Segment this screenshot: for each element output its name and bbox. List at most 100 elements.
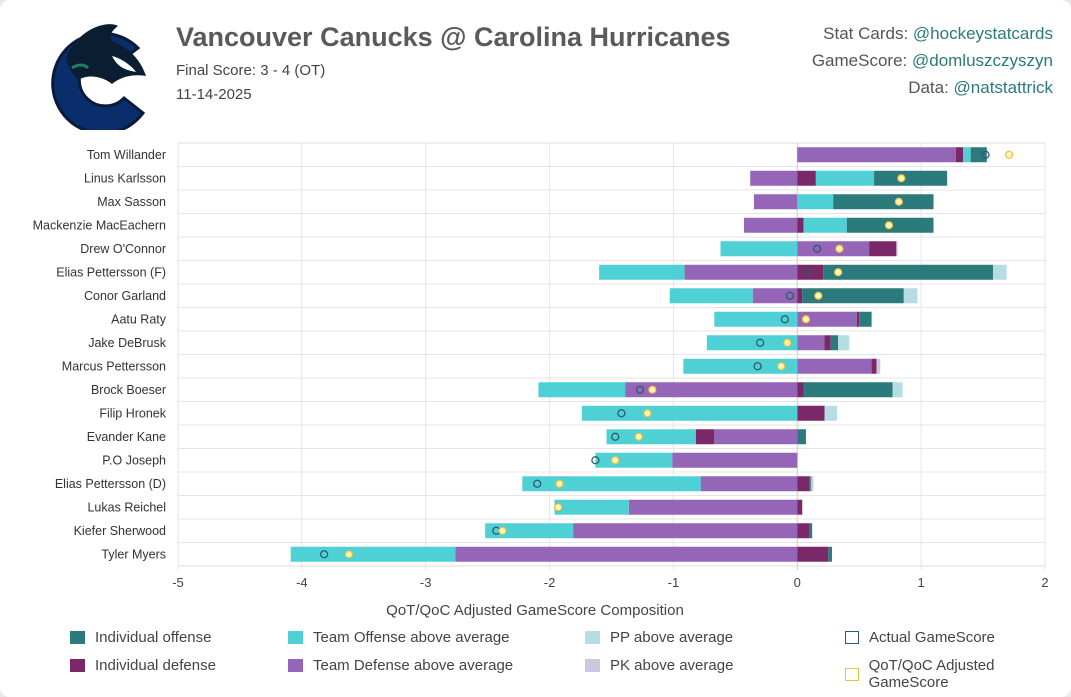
bar-segment-TO	[599, 264, 685, 280]
bar-segment-PP	[992, 264, 1007, 280]
legend-item-PK: PK above average	[585, 657, 733, 674]
adjusted-gamescore-marker	[801, 315, 811, 324]
actual-gamescore-marker	[635, 385, 645, 394]
adjusted-gamescore-marker	[835, 244, 844, 253]
bar-segment-TO	[538, 382, 626, 398]
legend-item-TD: Team Defense above average	[288, 657, 513, 674]
bar-segment-TD	[672, 452, 798, 468]
credit-handle[interactable]: @natstattrick	[953, 78, 1053, 97]
bar-segment-TO	[683, 358, 798, 374]
game-title: Vancouver Canucks @ Carolina Hurricanes	[176, 22, 731, 52]
bar-segment-TD	[797, 241, 870, 257]
bar-segment-TD	[700, 476, 798, 492]
adjusted-gamescore-marker	[783, 338, 792, 347]
bar-segment-ID	[871, 358, 877, 374]
bar-segment-TO	[485, 523, 574, 539]
bar-segment-PP	[824, 405, 837, 421]
credit-handle[interactable]: @hockeystatcards	[912, 24, 1053, 43]
x-tick-label: -4	[296, 575, 308, 590]
actual-gamescore-marker	[755, 338, 765, 347]
player-name: P.O Joseph	[102, 453, 166, 467]
credit-label: Stat Cards:	[823, 24, 913, 43]
player-name: Aatu Raty	[111, 312, 167, 326]
bar-segment-TD	[684, 264, 798, 280]
credit-gamescore: GameScore: @domluszczyszyn	[812, 47, 1053, 74]
bar-segment-PP	[892, 382, 903, 398]
legend-swatch	[845, 631, 859, 644]
bar-segment-TO	[963, 147, 971, 163]
x-tick-label: -3	[420, 575, 432, 590]
bar-segment-TD	[573, 523, 798, 539]
legend-swatch	[845, 667, 859, 681]
bar-segment-ID	[695, 429, 715, 445]
player-name: Evander Kane	[87, 430, 166, 444]
legend-swatch	[288, 659, 303, 672]
x-tick-label: 1	[918, 575, 925, 590]
bar-segment-TO	[522, 476, 701, 492]
bar-segment-IO	[809, 476, 811, 492]
bar-segment-TD	[752, 288, 798, 304]
credits: Stat Cards: @hockeystatcards GameScore: …	[812, 20, 1053, 101]
legend-label: Actual GameScore	[869, 629, 995, 646]
bar-segment-IO	[797, 429, 806, 445]
bar-segment-PK	[876, 358, 881, 374]
bar-segment-ID	[797, 523, 810, 539]
player-name: Conor Garland	[84, 289, 166, 303]
bar-segment-IO	[802, 288, 904, 304]
credit-handle[interactable]: @domluszczyszyn	[911, 51, 1053, 70]
legend-swatch	[585, 659, 600, 672]
legend-label: Team Defense above average	[313, 657, 514, 674]
adjusted-gamescore-marker	[1004, 150, 1014, 159]
legend-item-ID: Individual defense	[70, 657, 216, 674]
x-tick-label: -1	[668, 575, 680, 590]
legend-label: PK above average	[610, 657, 734, 674]
player-name: Lukas Reichel	[87, 500, 166, 514]
player-name: Elias Pettersson (F)	[56, 265, 166, 279]
bar-segment-IO	[859, 311, 872, 327]
adjusted-gamescore-marker	[814, 291, 823, 300]
bar-segment-TD	[797, 147, 956, 163]
actual-gamescore-marker	[617, 409, 626, 418]
bar-segment-TD	[744, 217, 798, 233]
bar-segment-IO	[803, 382, 893, 398]
bar-segment-TO	[720, 241, 798, 257]
actual-gamescore-marker	[611, 432, 620, 441]
bar-segment-ID	[797, 170, 816, 186]
bar-segment-TD	[714, 429, 798, 445]
bar-segment-IO	[830, 335, 839, 351]
actual-gamescore-marker	[753, 362, 762, 371]
adjusted-gamescore-marker	[894, 197, 903, 206]
bar-segment-IO	[874, 170, 948, 186]
bar-segment-TO	[290, 546, 456, 562]
bar-segment-TO	[581, 405, 798, 421]
adjusted-gamescore-marker	[611, 456, 620, 465]
legend-label: Individual defense	[95, 657, 216, 674]
credit-stat-cards: Stat Cards: @hockeystatcards	[812, 20, 1053, 47]
x-tick-label: -2	[544, 575, 556, 590]
bar-segment-TO	[706, 335, 798, 351]
adjusted-gamescore-marker	[634, 432, 643, 441]
bar-segment-ID	[797, 546, 829, 562]
bar-segment-IO	[823, 264, 993, 280]
adjusted-gamescore-marker	[555, 479, 564, 488]
bar-segment-ID	[797, 288, 803, 304]
credit-label: Data:	[908, 78, 954, 97]
legend-item-TO: Team Offense above average	[288, 629, 510, 646]
x-axis-label: QoT/QoC Adjusted GameScore Composition	[386, 602, 684, 619]
legend-label: Individual offense	[95, 629, 212, 646]
actual-gamescore-marker	[804, 268, 813, 277]
bar-segment-PP	[838, 335, 850, 351]
canucks-logo	[51, 24, 146, 130]
player-name: Tom Willander	[87, 148, 166, 162]
bar-segment-TO	[803, 217, 847, 233]
bar-segment-TO	[669, 288, 753, 304]
bar-segment-ID	[797, 217, 804, 233]
legend-swatch	[70, 631, 85, 644]
player-name: Elias Pettersson (D)	[55, 477, 166, 491]
bar-segment-TD	[750, 170, 798, 186]
bar-segment-TD	[625, 382, 798, 398]
player-name: Marcus Pettersson	[62, 359, 166, 373]
adjusted-gamescore-marker	[498, 526, 507, 535]
